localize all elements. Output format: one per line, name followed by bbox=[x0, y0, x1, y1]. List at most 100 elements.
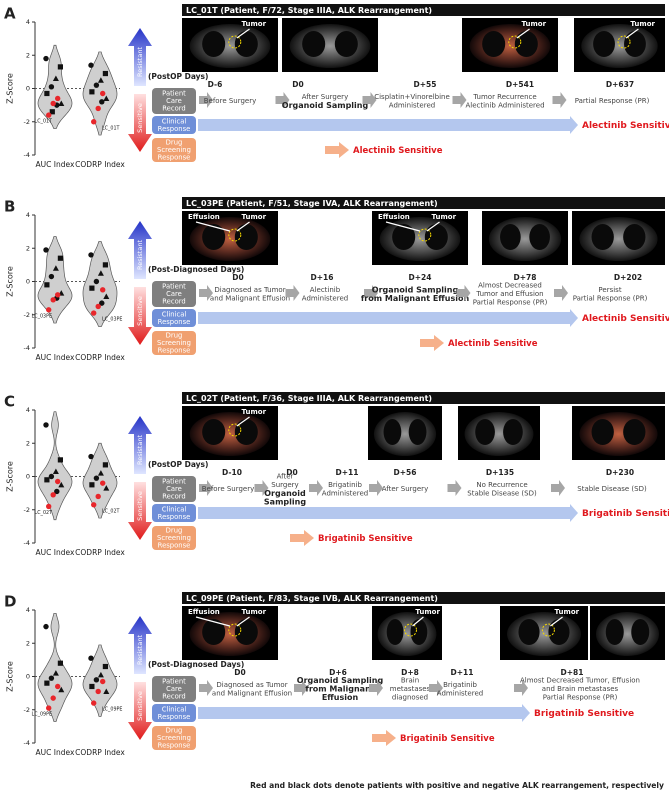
sensitive-arrow bbox=[128, 682, 152, 740]
ct-lung bbox=[529, 224, 550, 250]
data-point bbox=[88, 655, 94, 661]
violin bbox=[37, 44, 73, 129]
step-text: Persist bbox=[598, 286, 621, 294]
y-tick-label: 0 bbox=[26, 85, 30, 93]
resistant-arrow bbox=[128, 221, 152, 279]
data-point bbox=[97, 270, 104, 276]
data-point bbox=[54, 488, 60, 495]
header: LC_01T (Patient, F/72, Stage IIIA, ALK R… bbox=[186, 6, 432, 15]
row-label: Screening bbox=[157, 146, 191, 154]
data-point bbox=[100, 678, 106, 685]
row-label: Care bbox=[166, 485, 182, 493]
resistant-arrow bbox=[128, 616, 152, 674]
point-label: LC_01T bbox=[102, 125, 120, 131]
row-label: Response bbox=[158, 713, 191, 721]
drug-arrow bbox=[325, 142, 349, 158]
image-annotation: Tumor bbox=[522, 20, 547, 28]
resistant-label: Resistant bbox=[136, 435, 144, 465]
step-text: metastases bbox=[390, 685, 431, 693]
header-bar bbox=[182, 592, 665, 604]
day-label: D+541 bbox=[506, 80, 534, 89]
ct-lung bbox=[234, 224, 258, 250]
header-bar bbox=[182, 197, 665, 209]
annotation-arrow bbox=[236, 221, 250, 232]
annotation-arrow bbox=[412, 616, 424, 627]
step-text: Administered bbox=[437, 689, 483, 697]
row-label: Care bbox=[166, 97, 182, 105]
point-label: LC_02T bbox=[35, 510, 53, 516]
data-point bbox=[46, 112, 52, 118]
violin bbox=[37, 411, 73, 521]
image-annotation: Tumor bbox=[432, 213, 457, 221]
step-text: Tumor Recurrence bbox=[472, 93, 536, 101]
point-label: LC_03PE bbox=[102, 317, 122, 323]
step-text: Organoid Sampling bbox=[282, 101, 369, 110]
row-box bbox=[152, 88, 196, 114]
data-point bbox=[43, 422, 49, 428]
ct-body bbox=[373, 412, 437, 456]
day-label: D+8 bbox=[401, 668, 419, 677]
clinical-arrow bbox=[198, 704, 530, 722]
data-point bbox=[99, 99, 105, 105]
row-label: Response bbox=[158, 742, 191, 750]
ct-lung bbox=[518, 619, 540, 645]
annotation-arrow bbox=[550, 616, 563, 627]
step-text: After Surgery bbox=[382, 485, 428, 493]
ct-lung bbox=[408, 419, 427, 445]
drug-arrow bbox=[290, 530, 314, 546]
drug-response: Brigatinib Sensitive bbox=[400, 734, 495, 744]
annotation-arrow bbox=[195, 616, 230, 627]
data-point bbox=[103, 688, 110, 694]
data-point bbox=[102, 262, 108, 268]
ct-lung bbox=[202, 224, 226, 250]
day-label: D+55 bbox=[414, 80, 437, 89]
data-point bbox=[44, 680, 50, 686]
row-label: Patient bbox=[162, 90, 186, 98]
step-arrow bbox=[429, 680, 443, 696]
image-annotation: Effusion bbox=[378, 213, 410, 221]
step-text: After Surgery bbox=[302, 93, 348, 101]
step-text: and Brain metastases bbox=[542, 685, 619, 693]
step-text: and Malignant Effusion bbox=[210, 294, 290, 302]
step-text: Organoid Sampling bbox=[297, 676, 384, 685]
data-point bbox=[91, 119, 97, 125]
point-label: LC_09PE bbox=[102, 707, 122, 713]
data-point bbox=[95, 688, 101, 695]
step-arrow bbox=[514, 680, 528, 696]
data-point bbox=[93, 475, 100, 481]
ct-lung bbox=[593, 31, 615, 57]
ct-lung bbox=[234, 31, 258, 57]
x-tick-label: CODRP Index bbox=[75, 548, 125, 557]
annotation-arrow bbox=[236, 28, 250, 39]
row-label: Care bbox=[166, 290, 182, 298]
data-point bbox=[93, 82, 100, 88]
data-point bbox=[46, 705, 52, 711]
image-annotation: Tumor bbox=[555, 608, 580, 616]
day-label: D+637 bbox=[606, 80, 634, 89]
data-point bbox=[48, 84, 55, 90]
violin bbox=[37, 612, 73, 722]
day-label: D+230 bbox=[606, 468, 634, 477]
row-label: Screening bbox=[157, 339, 191, 347]
sensitive-arrow bbox=[128, 94, 152, 152]
row-label: Screening bbox=[157, 534, 191, 542]
data-point bbox=[100, 287, 106, 293]
step-text: Almost Decreased bbox=[478, 282, 542, 290]
step-arrow bbox=[362, 92, 377, 108]
y-tick-label: 4 bbox=[26, 211, 30, 219]
ct-lung bbox=[424, 224, 448, 250]
x-tick-label: CODRP Index bbox=[75, 748, 125, 757]
ct-lung bbox=[624, 31, 646, 57]
ct-lung bbox=[482, 31, 506, 57]
step-arrow bbox=[199, 480, 213, 496]
data-point bbox=[95, 105, 101, 112]
y-tick-label: -2 bbox=[24, 311, 30, 319]
row-label: Response bbox=[158, 125, 191, 133]
annotation-arrow bbox=[236, 616, 250, 627]
sensitive-label: Sensitive bbox=[136, 691, 144, 721]
data-point bbox=[103, 293, 110, 299]
step-text: diagnosed bbox=[392, 694, 428, 702]
data-point bbox=[46, 307, 52, 313]
annotation-arrow bbox=[385, 221, 420, 232]
